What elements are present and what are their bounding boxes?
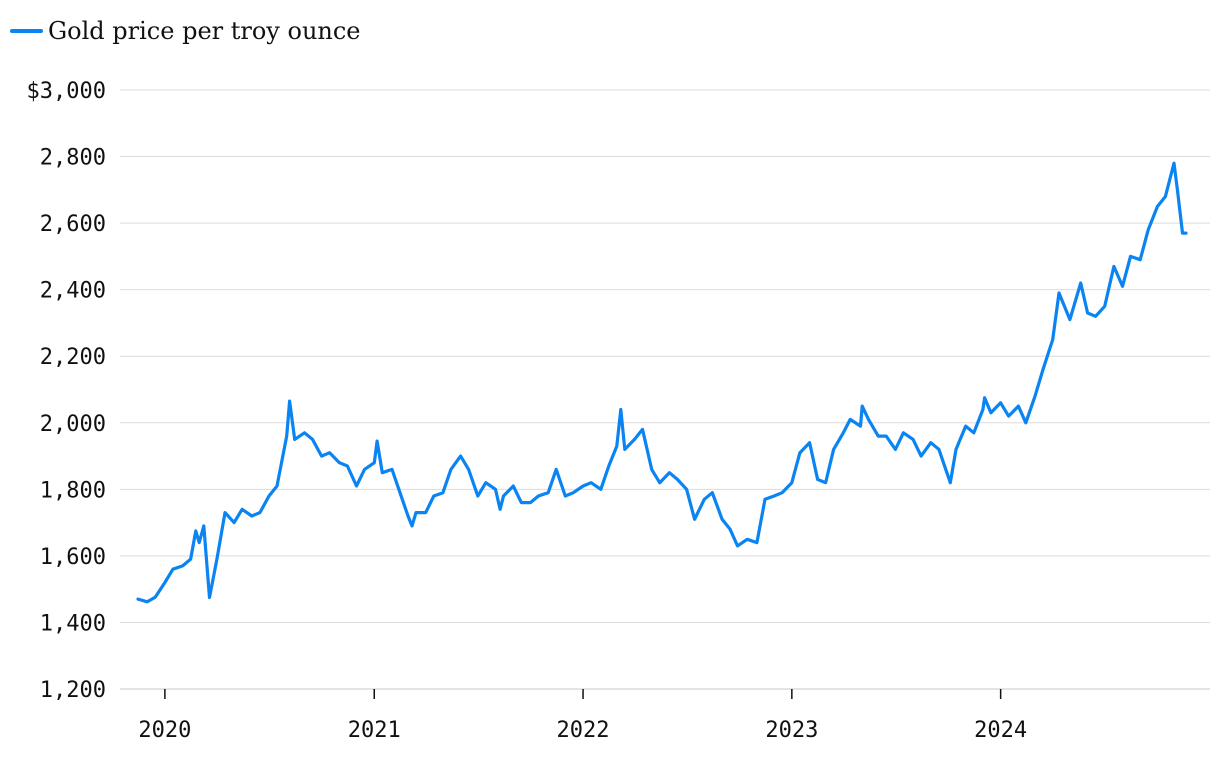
x-axis-tick-labels: 2020 2021 2022 2023 2024 [138, 718, 1027, 743]
y-tick-label: 2,400 [40, 279, 106, 304]
x-tick-label: 2022 [557, 718, 610, 743]
legend-label: Gold price per troy ounce [48, 17, 361, 45]
y-tick-label: 1,800 [40, 478, 106, 503]
gridlines [120, 89, 1210, 623]
x-tick-label: 2023 [765, 718, 818, 743]
x-tick-label: 2020 [138, 718, 191, 743]
y-tick-label: 2,000 [40, 412, 106, 437]
x-tick-label: 2021 [348, 718, 401, 743]
y-tick-label: 2,800 [40, 146, 106, 171]
gold-price-series-line [136, 161, 1188, 604]
y-axis-tick-labels: 1,200 1,400 1,600 1,800 2,000 2,200 2,400 2,600… [27, 79, 106, 703]
y-tick-label: 1,200 [40, 678, 106, 703]
x-tick-label: 2024 [974, 718, 1027, 743]
y-tick-label: 1,400 [40, 611, 106, 636]
chart-legend: Gold price per troy ounce [10, 17, 361, 45]
y-tick-label: 1,600 [40, 545, 106, 570]
y-tick-label: $3,000 [27, 79, 106, 104]
y-tick-label: 2,200 [40, 345, 106, 370]
x-axis-ticks [164, 689, 1002, 699]
y-tick-label: 2,600 [40, 212, 106, 237]
